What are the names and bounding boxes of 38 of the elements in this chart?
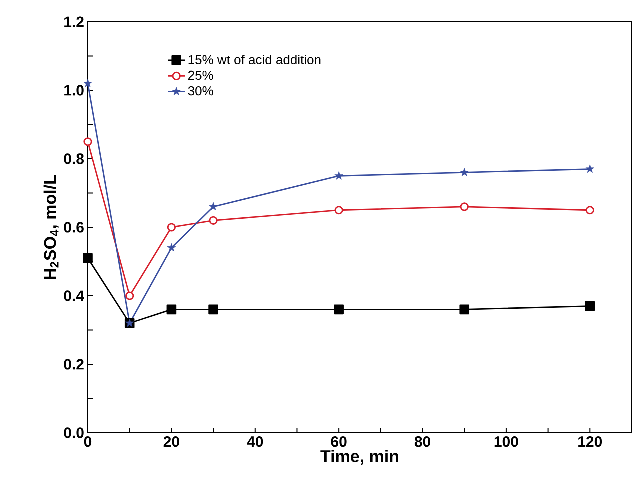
point (334, 172, 344, 180)
point (84, 138, 92, 146)
y-tick-label: 1.2 (64, 16, 84, 28)
y-axis-title: H$_{2}$SO$_{4}$, mol/L (44, 175, 59, 280)
point (126, 292, 134, 300)
point (209, 216, 218, 225)
point (460, 168, 469, 176)
y-tick-label: 0.8 (64, 154, 84, 164)
point (334, 206, 344, 215)
y-tick-label: 1.0 (64, 85, 84, 96)
point (166, 304, 177, 315)
text: 0.0 (64, 428, 84, 438)
point (586, 206, 594, 215)
y-tick-label: 0.4 (64, 290, 84, 302)
point (209, 202, 218, 211)
point (334, 304, 344, 315)
point (167, 243, 176, 252)
x-tick-label: 40 (247, 436, 264, 448)
legend-label: 25% (188, 70, 214, 80)
point (585, 301, 596, 312)
y-tick-label: 0.6 (64, 222, 84, 233)
x-tick-label: 120 (578, 436, 602, 448)
legend-label: 30% (188, 86, 214, 96)
x-axis-title: Time, min (320, 450, 398, 465)
x-tick-label: 100 (494, 436, 518, 448)
x-tick-label: 20 (164, 436, 180, 448)
x-tick-label: 60 (331, 436, 347, 448)
point (208, 304, 218, 315)
point (84, 79, 92, 88)
point (167, 223, 176, 232)
legend-label: 15% wt of acid addition (188, 54, 321, 65)
y-tick-label: 0.2 (64, 359, 84, 370)
point (460, 202, 469, 212)
point (586, 164, 594, 173)
point (460, 304, 470, 315)
x-tick-label: 80 (414, 436, 430, 448)
x-tick-label: 0 (84, 436, 92, 448)
point (83, 253, 93, 264)
